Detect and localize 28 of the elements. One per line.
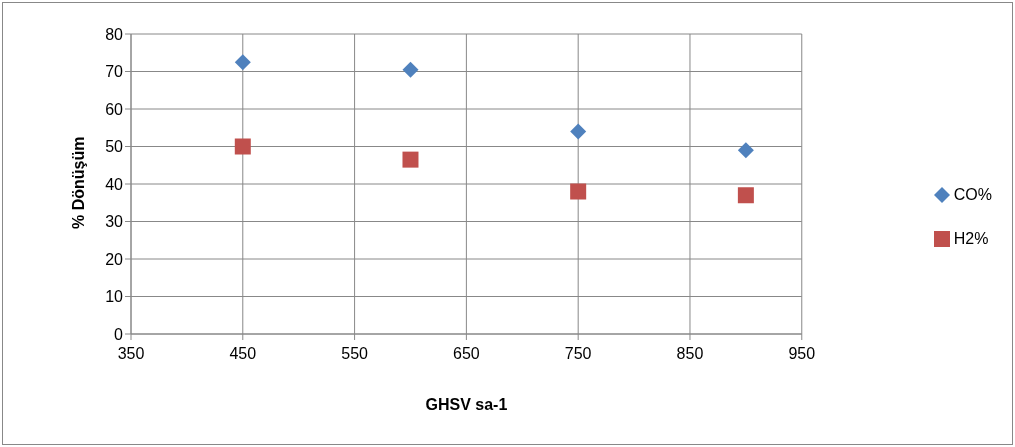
- point: [402, 61, 419, 78]
- x-tick-label: 350: [117, 345, 145, 363]
- y-tick-label: 30: [105, 213, 124, 231]
- y-tick-label: 20: [105, 250, 124, 268]
- point: [570, 183, 587, 200]
- point: [570, 123, 587, 140]
- x-tick-label: 850: [676, 345, 704, 363]
- point: [402, 151, 419, 168]
- y-tick-label: 50: [105, 138, 124, 156]
- y-tick-label: 0: [114, 325, 124, 343]
- x-tick-label: 950: [788, 345, 816, 363]
- x-tick-label: 450: [229, 345, 257, 363]
- y-tick-label: 40: [105, 175, 124, 193]
- x-tick-label: 650: [453, 345, 480, 363]
- point: [234, 54, 251, 71]
- legend-label: CO%: [953, 186, 992, 204]
- x-tick-label: 550: [341, 345, 369, 363]
- point: [737, 187, 754, 204]
- y-tick-label: 60: [105, 100, 124, 118]
- point: [737, 142, 754, 159]
- legend-label: H2%: [953, 230, 989, 248]
- x-axis-title: GHSV sa-1: [425, 396, 508, 414]
- y-axis-title: % Dönüşüm: [69, 136, 87, 229]
- x-tick-label: 750: [564, 345, 592, 363]
- point: [234, 138, 251, 155]
- y-tick-label: 10: [105, 288, 124, 306]
- y-tick-label: 70: [105, 63, 124, 81]
- y-tick-label: 80: [105, 25, 124, 43]
